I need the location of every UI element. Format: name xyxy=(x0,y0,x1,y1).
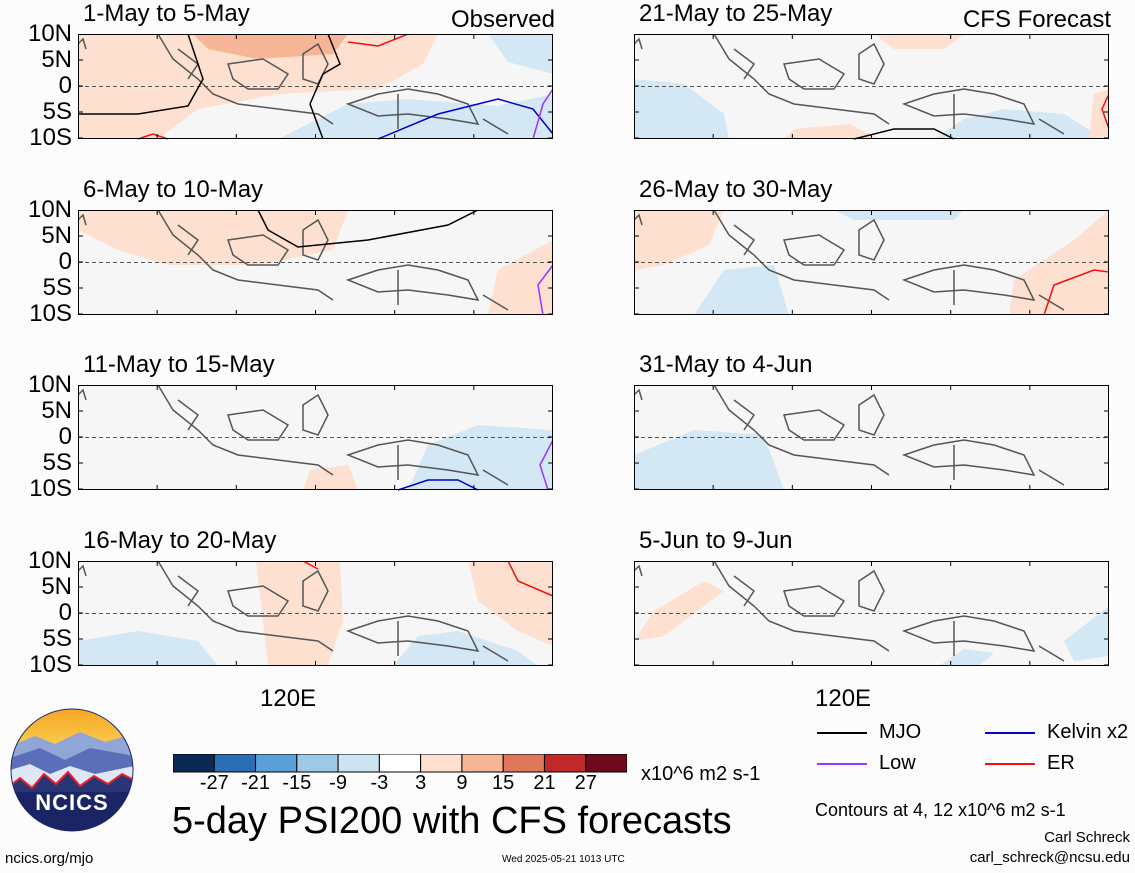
panel-6: 26-May to 30-May xyxy=(634,176,1119,316)
panel-title: 11-May to 15-May xyxy=(83,351,275,378)
legend-line-er xyxy=(985,763,1035,765)
lat-label: 0 xyxy=(58,423,72,450)
main-title: 5-day PSI200 with CFS forecasts xyxy=(172,800,732,842)
lat-label: 5N xyxy=(41,397,72,424)
lat-label: 5S xyxy=(42,625,72,652)
panel-3: 11-May to 15-May 10N 5N 0 5S 10S xyxy=(28,351,563,501)
colorbar-swatch xyxy=(461,754,504,773)
colorbar-tick: -3 xyxy=(370,772,389,794)
colorbar-tick: 21 xyxy=(533,772,556,794)
colorbar-tick: 15 xyxy=(492,772,515,794)
lat-label: 10S xyxy=(29,300,72,327)
colorbar-swatch xyxy=(543,754,587,773)
psi200-map xyxy=(634,561,1109,666)
colorbar-units: x10^6 m2 s-1 xyxy=(641,763,761,785)
lat-label: 5N xyxy=(41,46,72,73)
legend-line-kelvin xyxy=(985,732,1035,734)
panel-1: 1-May to 5-May Observed 10N 5N 0 5S 10S xyxy=(28,0,563,150)
panel-7: 31-May to 4-Jun xyxy=(634,351,1119,491)
lat-label: 10S xyxy=(29,475,72,502)
colorbar-tick: -15 xyxy=(282,772,312,794)
colorbar-tick: 3 xyxy=(415,772,427,794)
colorbar xyxy=(173,754,627,773)
legend-label-low: Low xyxy=(879,752,916,774)
lat-label: 0 xyxy=(58,599,72,626)
panel-title: 16-May to 20-May xyxy=(83,527,277,554)
panel-title: 1-May to 5-May xyxy=(83,0,250,27)
colorbar-swatch xyxy=(255,754,298,773)
forecast-label: CFS Forecast xyxy=(962,6,1111,33)
site-url: ncics.org/mjo xyxy=(5,850,94,867)
psi200-map xyxy=(78,34,553,140)
timestamp: Wed 2025-05-21 1013 UTC xyxy=(502,854,625,865)
colorbar-swatch xyxy=(213,754,257,773)
colorbar-swatch xyxy=(585,754,627,773)
lat-label: 10S xyxy=(29,124,72,151)
observed-label: Observed xyxy=(450,6,555,33)
contours-note: Contours at 4, 12 x10^6 m2 s-1 xyxy=(815,800,1066,820)
lat-label: 10N xyxy=(27,20,72,47)
legend-label-kelvin: Kelvin x2 xyxy=(1047,721,1129,743)
panel-4: 16-May to 20-May 10N 5N 0 5S 10S xyxy=(28,527,563,677)
psi200-map xyxy=(634,34,1109,140)
lat-label: 0 xyxy=(58,72,72,99)
panel-title: 31-May to 4-Jun xyxy=(639,351,813,378)
psi200-map xyxy=(634,385,1109,490)
lat-label: 10N xyxy=(27,547,72,574)
panel-title: 6-May to 10-May xyxy=(83,176,264,203)
legend-line-low xyxy=(817,763,867,765)
lat-label: 5N xyxy=(41,573,72,600)
colorbar-swatch xyxy=(296,754,339,773)
panel-8: 5-Jun to 9-Jun xyxy=(634,527,1119,667)
panel-2: 6-May to 10-May 10N 5N 0 5S 10S xyxy=(28,176,563,326)
colorbar-tick: -27 xyxy=(199,772,229,794)
colorbar-tick: -21 xyxy=(241,772,270,794)
colorbar-tick: 9 xyxy=(456,772,468,794)
lat-label: 5N xyxy=(41,222,72,249)
lat-label: 10S xyxy=(29,651,72,678)
psi200-map xyxy=(78,561,553,666)
ncics-logo-icon xyxy=(10,708,134,832)
logo-text: NCICS xyxy=(35,790,109,815)
legend-label-mjo: MJO xyxy=(879,721,922,743)
lat-label: 5S xyxy=(42,449,72,476)
lat-label: 5S xyxy=(42,98,72,125)
colorbar-swatch xyxy=(420,754,463,773)
colorbar-swatch xyxy=(173,754,215,773)
colorbar-swatch xyxy=(378,754,422,773)
panel-title: 21-May to 25-May xyxy=(639,0,833,27)
legend-line-mjo xyxy=(817,732,867,734)
lon-label-left: 120E xyxy=(260,685,317,712)
psi200-map xyxy=(78,210,553,316)
lon-label-right: 120E xyxy=(815,685,872,712)
author: Carl Schreck xyxy=(1044,829,1130,846)
legend-label-er: ER xyxy=(1047,752,1075,774)
lat-label: 10N xyxy=(27,196,72,223)
email: carl_schreck@ncsu.edu xyxy=(969,849,1130,866)
psi200-map xyxy=(634,210,1109,316)
panel-title: 26-May to 30-May xyxy=(639,176,833,203)
panel-5: 21-May to 25-May CFS Forecast xyxy=(634,0,1119,140)
lat-label: 10N xyxy=(27,371,72,398)
psi200-map xyxy=(78,385,553,491)
colorbar-swatch xyxy=(502,754,545,773)
lat-label: 0 xyxy=(58,248,72,275)
colorbar-swatch xyxy=(337,754,380,773)
panel-title: 5-Jun to 9-Jun xyxy=(639,527,793,554)
ncics-logo: NCICS xyxy=(10,708,134,832)
colorbar-tick: 27 xyxy=(574,772,597,794)
lat-label: 5S xyxy=(42,274,72,301)
colorbar-tick: -9 xyxy=(329,772,347,794)
